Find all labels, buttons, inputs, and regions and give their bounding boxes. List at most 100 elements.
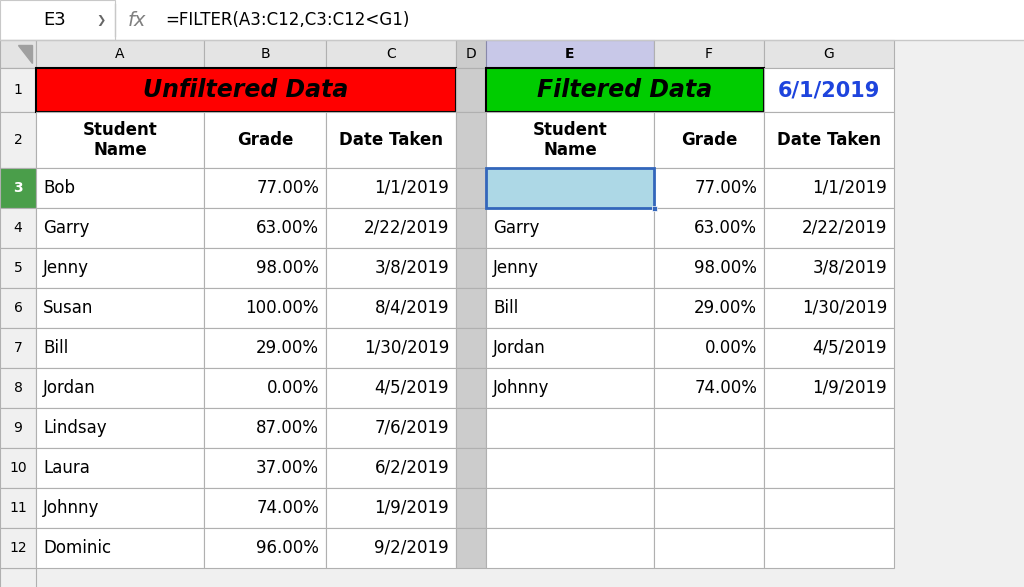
- Bar: [0, 288, 36, 328]
- Text: 1: 1: [13, 83, 23, 97]
- Text: 6/1/2019: 6/1/2019: [778, 80, 881, 100]
- Bar: [764, 488, 894, 528]
- Text: Jordan: Jordan: [43, 379, 96, 397]
- Text: 63.00%: 63.00%: [694, 219, 757, 237]
- Bar: [0, 528, 36, 568]
- Bar: [326, 408, 456, 448]
- Text: 96.00%: 96.00%: [256, 539, 319, 557]
- Bar: [654, 368, 764, 408]
- Bar: [326, 368, 456, 408]
- Bar: [456, 408, 486, 448]
- Bar: [0, 208, 36, 248]
- Bar: [326, 248, 456, 288]
- Bar: [654, 528, 764, 568]
- Text: 5: 5: [13, 261, 23, 275]
- Text: 74.00%: 74.00%: [256, 499, 319, 517]
- Bar: [764, 328, 894, 368]
- Text: 4/5/2019: 4/5/2019: [375, 379, 449, 397]
- Bar: [36, 168, 204, 208]
- Bar: [456, 288, 486, 328]
- Bar: [36, 112, 204, 168]
- Text: 7: 7: [13, 341, 23, 355]
- Bar: [326, 40, 456, 68]
- Text: 4/5/2019: 4/5/2019: [812, 339, 887, 357]
- Text: C: C: [386, 47, 396, 61]
- Bar: [764, 208, 894, 248]
- Text: 2/22/2019: 2/22/2019: [802, 219, 887, 237]
- Bar: [204, 528, 326, 568]
- Bar: [0, 368, 36, 408]
- Bar: [486, 168, 654, 208]
- Bar: [456, 40, 486, 68]
- Bar: [764, 68, 894, 112]
- Text: 10: 10: [9, 461, 27, 475]
- Text: 98.00%: 98.00%: [256, 259, 319, 277]
- Bar: [764, 368, 894, 408]
- Bar: [0, 408, 36, 448]
- Bar: [36, 408, 204, 448]
- Text: 74.00%: 74.00%: [694, 379, 757, 397]
- Text: 29.00%: 29.00%: [256, 339, 319, 357]
- Text: 2: 2: [13, 133, 23, 147]
- Bar: [764, 112, 894, 168]
- Bar: [326, 208, 456, 248]
- Text: 6/2/2019: 6/2/2019: [375, 459, 449, 477]
- Bar: [0, 168, 36, 208]
- Text: 0.00%: 0.00%: [266, 379, 319, 397]
- Text: 3/8/2019: 3/8/2019: [812, 259, 887, 277]
- Text: 8/4/2019: 8/4/2019: [375, 299, 449, 317]
- Bar: [486, 248, 654, 288]
- Text: Garry: Garry: [493, 219, 540, 237]
- Text: 3/8/2019: 3/8/2019: [375, 259, 449, 277]
- Text: Bob: Bob: [493, 179, 525, 197]
- Text: 100.00%: 100.00%: [246, 299, 319, 317]
- Bar: [0, 288, 36, 328]
- Bar: [0, 408, 36, 448]
- Text: 1/30/2019: 1/30/2019: [802, 299, 887, 317]
- Text: ❯: ❯: [96, 15, 105, 26]
- Bar: [486, 328, 654, 368]
- Bar: [0, 368, 36, 408]
- Text: Johnny: Johnny: [493, 379, 549, 397]
- Text: 9/2/2019: 9/2/2019: [375, 539, 449, 557]
- Text: Student
Name: Student Name: [83, 120, 158, 160]
- Text: Grade: Grade: [237, 131, 293, 149]
- Bar: [486, 288, 654, 328]
- Text: 0.00%: 0.00%: [705, 339, 757, 357]
- Bar: [0, 568, 36, 587]
- Text: 63.00%: 63.00%: [256, 219, 319, 237]
- Bar: [204, 448, 326, 488]
- Text: Date Taken: Date Taken: [777, 131, 881, 149]
- Bar: [36, 528, 204, 568]
- Bar: [486, 40, 654, 68]
- Text: G: G: [823, 47, 835, 61]
- Text: =FILTER(A3:C12,C3:C12<G1): =FILTER(A3:C12,C3:C12<G1): [165, 11, 410, 29]
- Text: 77.00%: 77.00%: [256, 179, 319, 197]
- Bar: [764, 288, 894, 328]
- Text: B: B: [260, 47, 269, 61]
- Bar: [764, 168, 894, 208]
- Bar: [204, 208, 326, 248]
- Bar: [486, 368, 654, 408]
- Text: A: A: [116, 47, 125, 61]
- Text: Jenny: Jenny: [43, 259, 89, 277]
- Bar: [36, 368, 204, 408]
- Bar: [654, 288, 764, 328]
- Bar: [0, 328, 36, 368]
- Bar: [486, 488, 654, 528]
- Text: Susan: Susan: [43, 299, 93, 317]
- Bar: [0, 0, 1024, 40]
- Bar: [326, 448, 456, 488]
- Bar: [764, 408, 894, 448]
- Bar: [0, 112, 36, 168]
- Text: Laura: Laura: [43, 459, 90, 477]
- Text: E3: E3: [44, 11, 67, 29]
- Bar: [456, 168, 486, 208]
- Text: Johnny: Johnny: [43, 499, 99, 517]
- Text: Student
Name: Student Name: [532, 120, 607, 160]
- Bar: [36, 448, 204, 488]
- Bar: [326, 328, 456, 368]
- Bar: [764, 448, 894, 488]
- Bar: [651, 205, 656, 211]
- Text: Jenny: Jenny: [493, 259, 539, 277]
